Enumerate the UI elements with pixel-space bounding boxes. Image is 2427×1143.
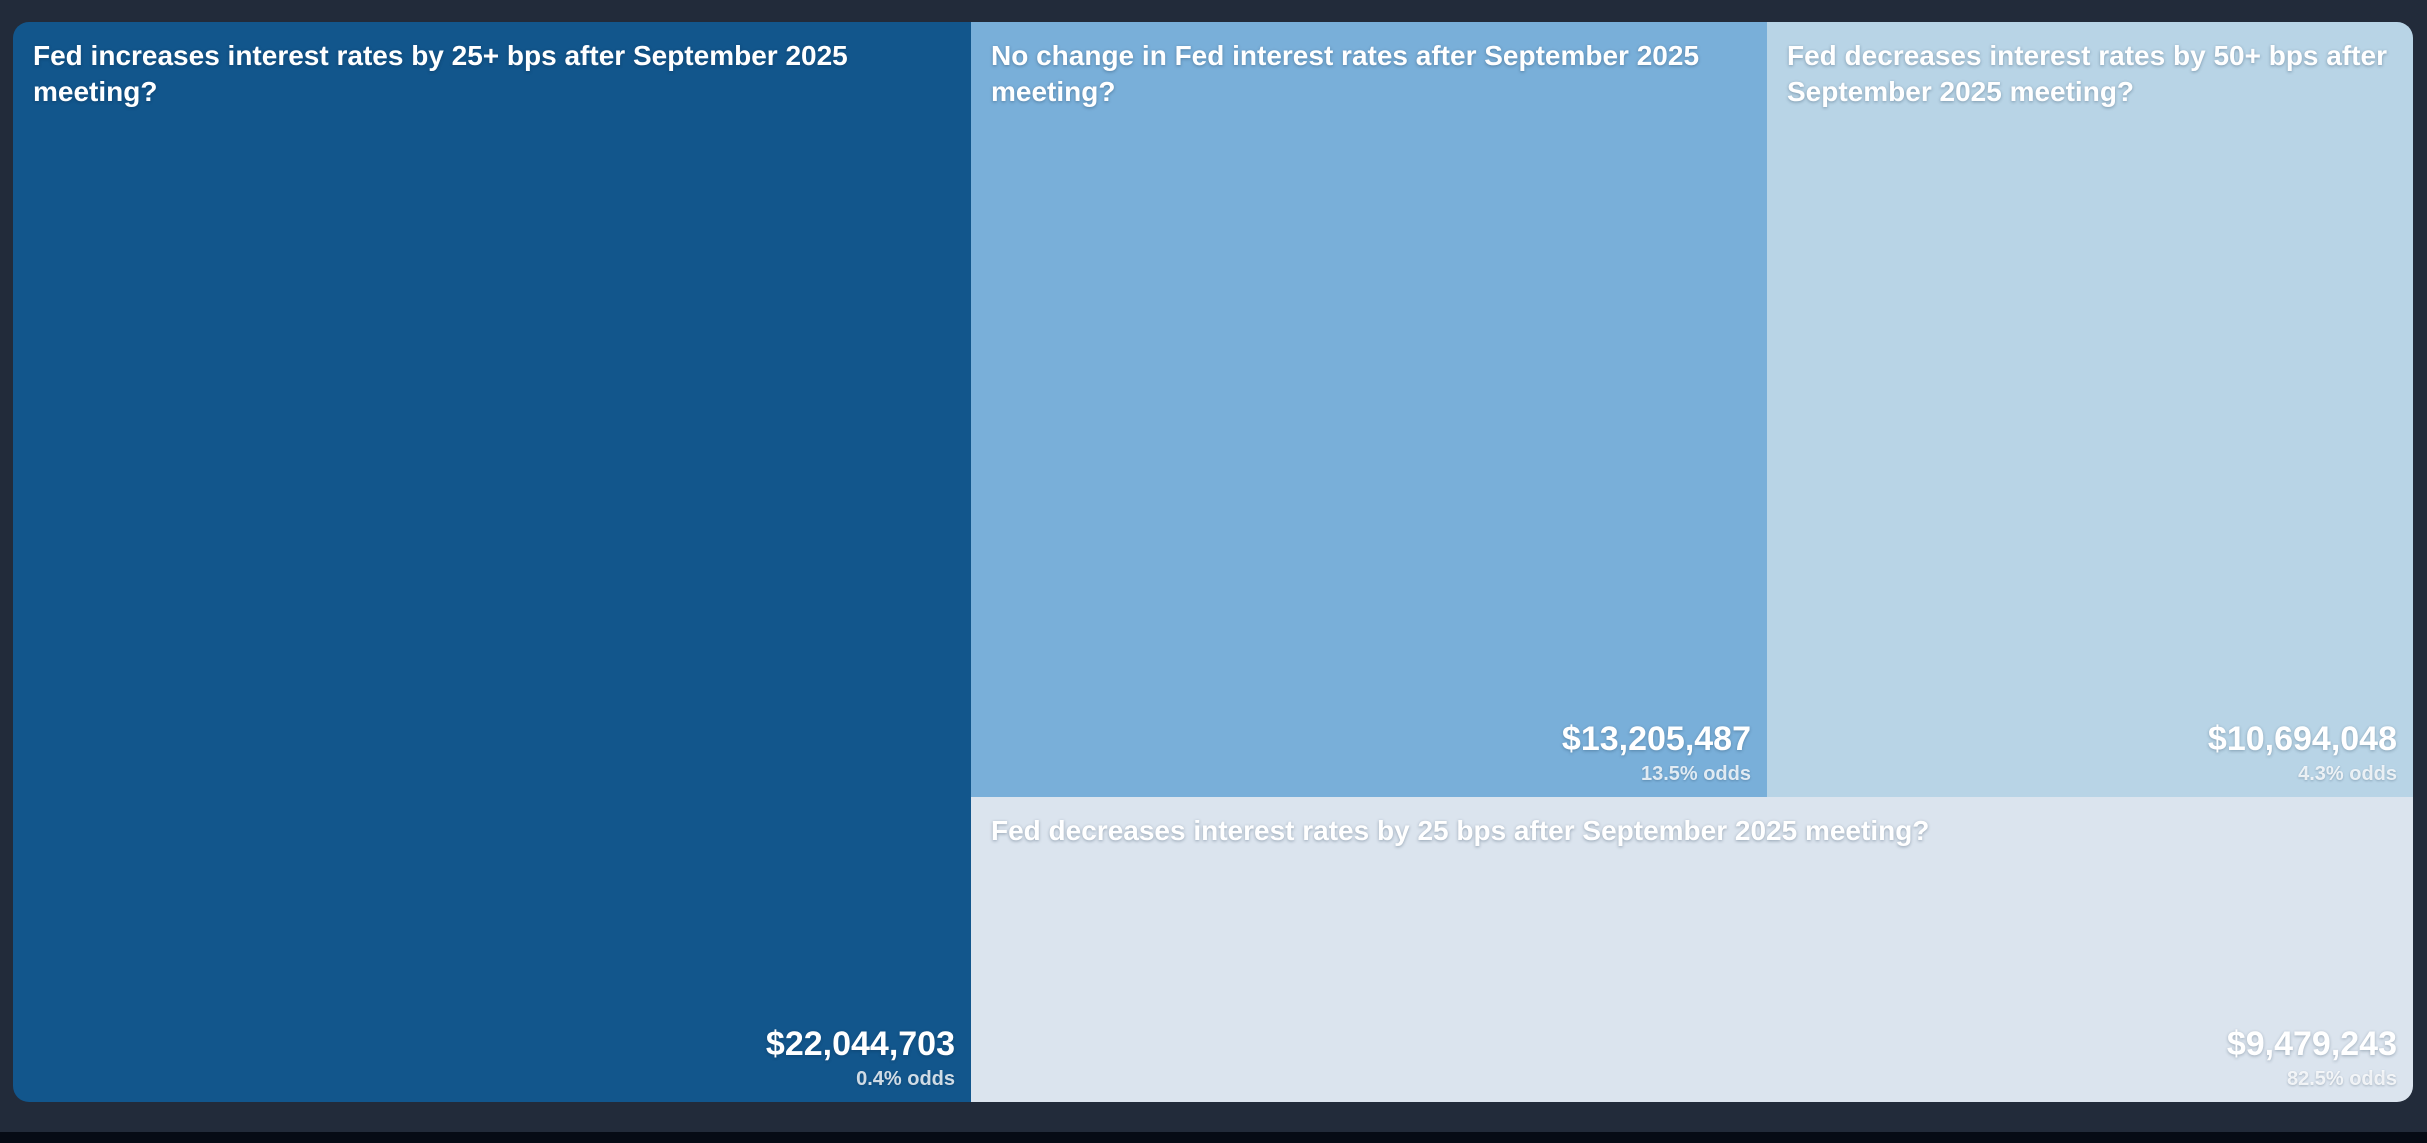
bottom-edge-bar — [0, 1132, 2427, 1143]
market-volume: $13,205,487 — [1561, 720, 1751, 758]
market-odds: 4.3% odds — [2298, 763, 2397, 785]
market-treemap: Fed increases interest rates by 25+ bps … — [13, 22, 2413, 1102]
market-title: Fed decreases interest rates by 25 bps a… — [991, 815, 1930, 846]
market-title: Fed increases interest rates by 25+ bps … — [33, 40, 848, 107]
treemap-tile-no-change[interactable]: No change in Fed interest rates after Se… — [971, 22, 1767, 797]
treemap-tile-fed-increases-25plus[interactable]: Fed increases interest rates by 25+ bps … — [13, 22, 971, 1102]
market-volume: $10,694,048 — [2207, 720, 2397, 758]
market-meta: $22,044,703 0.4% odds — [766, 1024, 955, 1092]
treemap-tile-fed-decreases-25[interactable]: Fed decreases interest rates by 25 bps a… — [971, 797, 2413, 1102]
market-odds: 82.5% odds — [2286, 1068, 2397, 1090]
market-odds: 13.5% odds — [1640, 763, 1751, 785]
market-meta: $13,205,487 13.5% odds — [1562, 719, 1751, 787]
market-volume: $22,044,703 — [765, 1025, 955, 1063]
market-volume: $9,479,243 — [2226, 1025, 2397, 1063]
market-meta: $9,479,243 82.5% odds — [2227, 1024, 2397, 1092]
market-odds: 0.4% odds — [856, 1068, 955, 1090]
market-meta: $10,694,048 4.3% odds — [2208, 719, 2397, 787]
treemap-tile-fed-decreases-50plus[interactable]: Fed decreases interest rates by 50+ bps … — [1767, 22, 2413, 797]
market-title: Fed decreases interest rates by 50+ bps … — [1787, 40, 2387, 107]
market-title: No change in Fed interest rates after Se… — [991, 40, 1700, 107]
